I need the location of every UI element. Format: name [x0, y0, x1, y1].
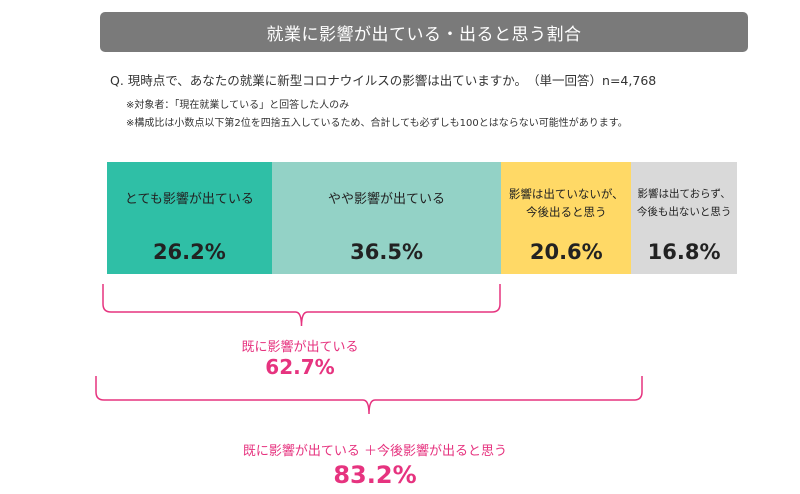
bar-segment-very-affected: とても影響が出ている 26.2% [107, 162, 272, 274]
bar-segment-expected-affected: 影響は出ていないが、 今後出ると思う 20.6% [501, 162, 632, 274]
bracket-already-affected [102, 284, 501, 327]
stacked-bar: とても影響が出ている 26.2% やや影響が出ている 36.5% 影響は出ていないが、今… [107, 162, 737, 274]
bar-segment-somewhat-affected: やや影響が出ている 36.5% [271, 162, 502, 274]
survey-note-rounding: ※構成比は小数点以下第2位を四捨五入しているため、合計しても必ずしも100とはな… [126, 118, 628, 129]
chart-title-bar: 就業に影響が出ている・出ると思う割合 [100, 12, 748, 52]
survey-note-respondents: ※対象者：「現在就業している」と回答した人のみ [126, 100, 350, 111]
segment-label: 今後も出ないと思う [636, 206, 732, 218]
segment-label: 影響は出ていないが、 [508, 187, 624, 201]
segment-value: 16.8% [647, 240, 721, 264]
chart-title: 就業に影響が出ている・出ると思う割合 [266, 24, 582, 45]
segment-label: 影響は出ておらず、 [637, 188, 731, 200]
segment-label: やや影響が出ている [328, 192, 446, 207]
segment-value: 36.5% [350, 240, 423, 264]
survey-question: Q. 現時点で、あなたの就業に新型コロナウイルスの影響は出ていますか。 （単一回… [110, 73, 657, 88]
bar-segment-not-affected: 影響は出ておらず、 今後も出ないと思う 16.8% [631, 162, 737, 274]
summary-already-affected-label: 既に影響が出ている [241, 340, 359, 355]
segment-label: 今後出ると思う [526, 205, 607, 219]
segment-value: 26.2% [152, 240, 226, 264]
bracket-affected-or-expected [95, 376, 643, 415]
segment-value: 20.6% [529, 240, 603, 264]
summary-affected-or-expected-label: 既に影響が出ている ＋今後影響が出ると思う [242, 444, 508, 459]
summary-already-affected-value: 62.7% [265, 355, 335, 379]
segment-label: とても影響が出ている [124, 192, 254, 207]
summary-affected-or-expected-value: 83.2% [333, 461, 417, 489]
